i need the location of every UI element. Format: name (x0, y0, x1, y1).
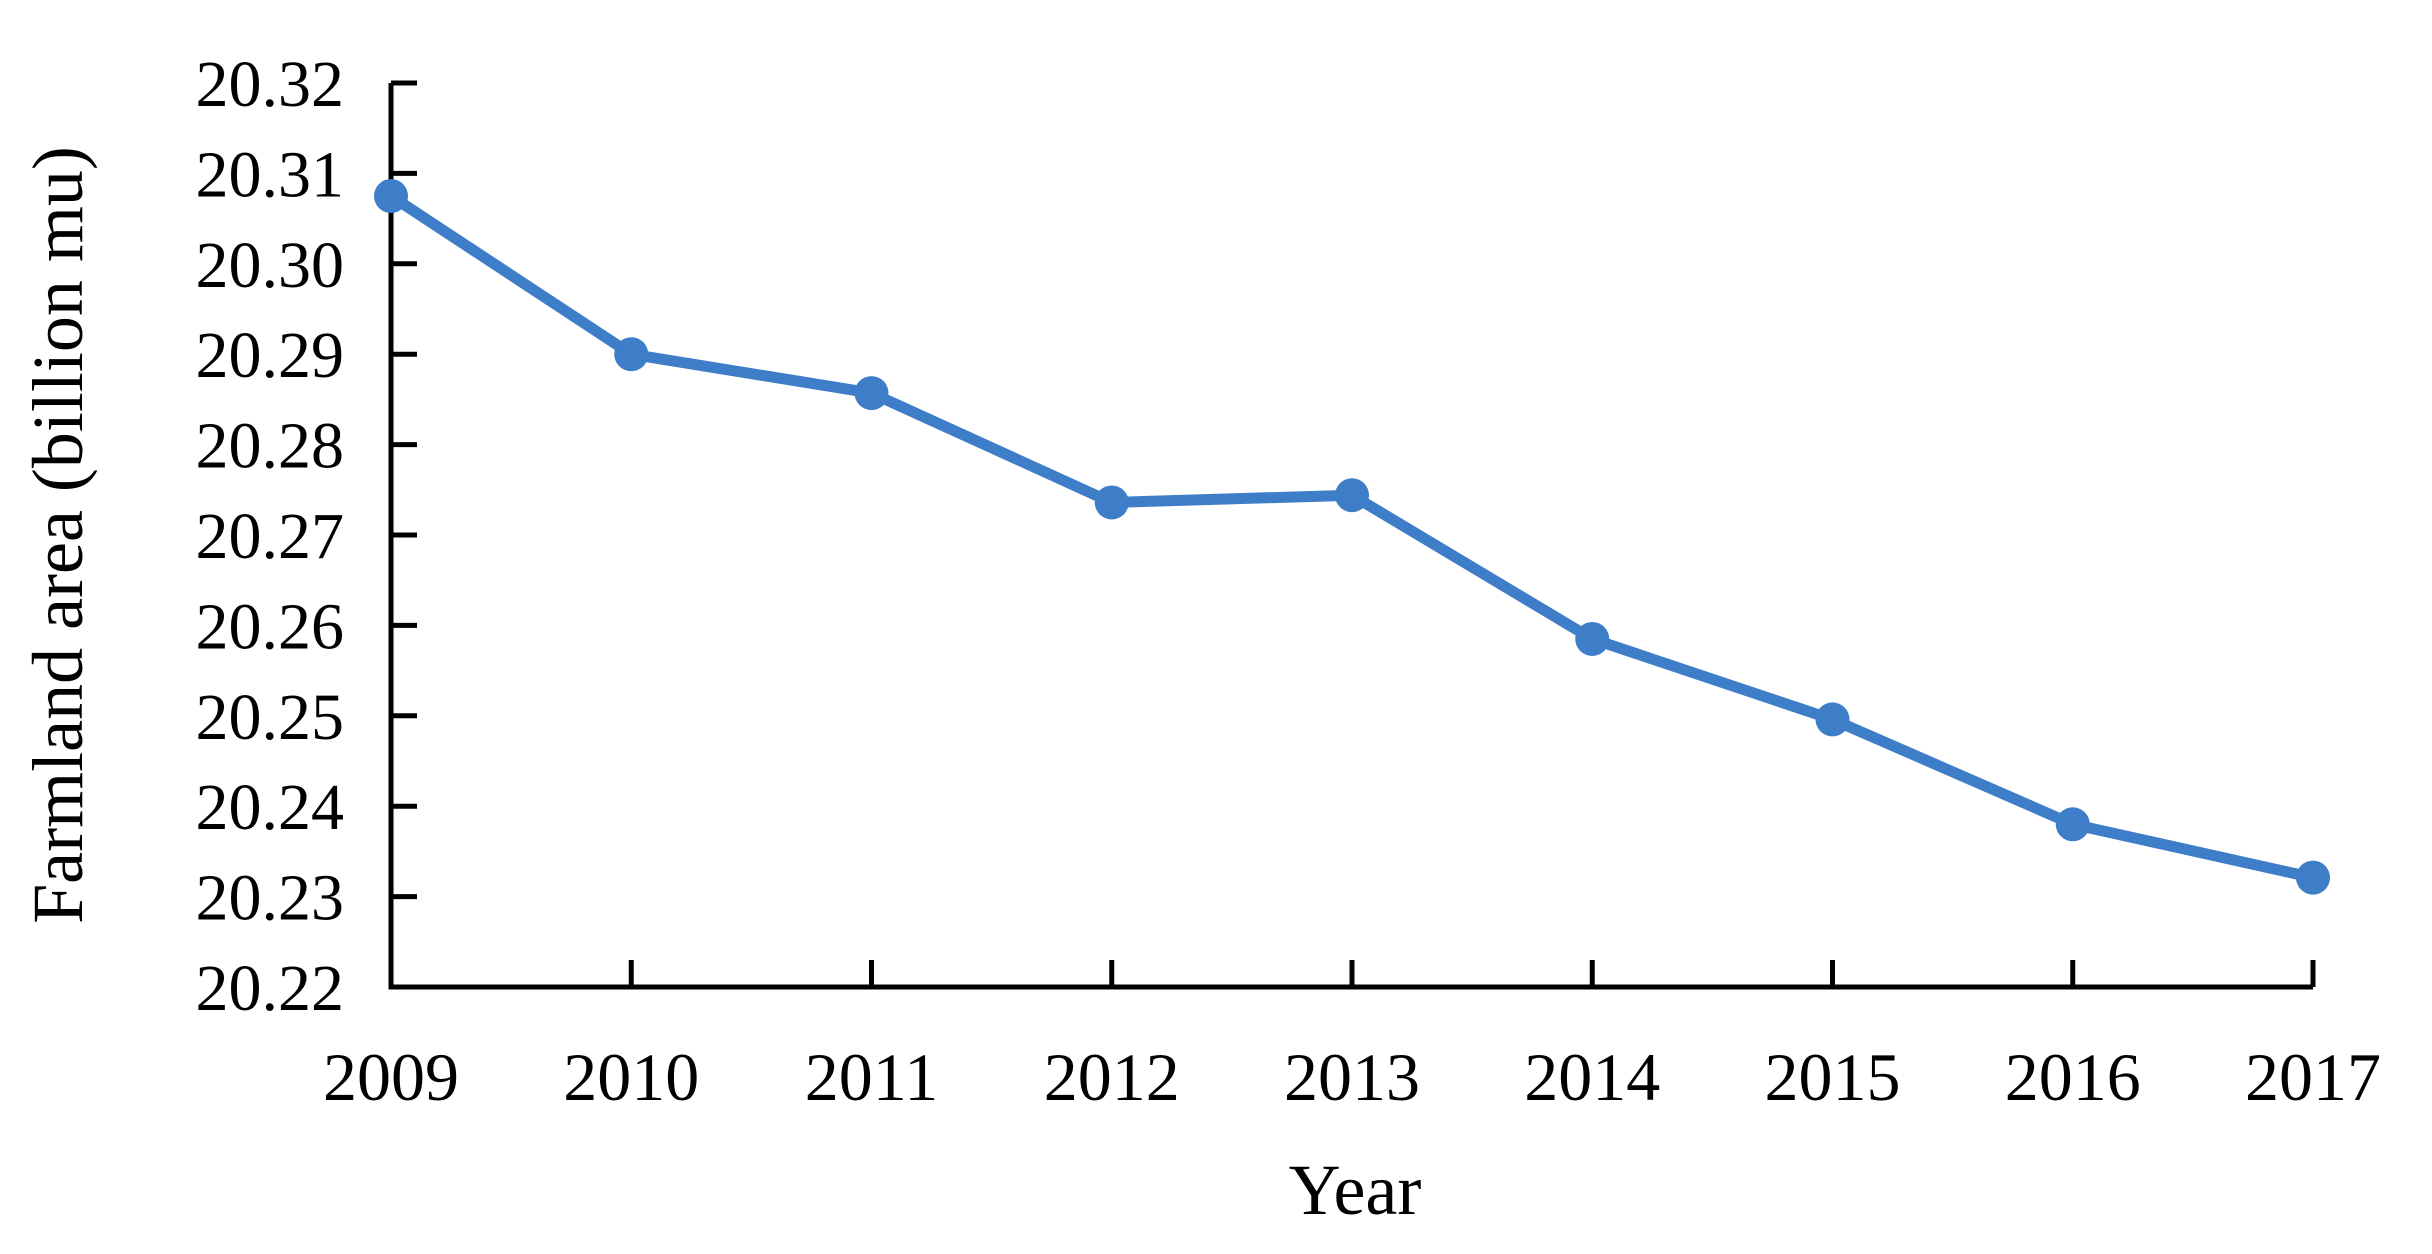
y-tick-label: 20.22 (196, 952, 345, 1025)
data-series (374, 179, 2330, 895)
x-tick-label: 2013 (1284, 1039, 1420, 1115)
data-point-2016 (2055, 807, 2090, 842)
y-tick-label: 20.30 (196, 229, 345, 302)
y-tick-label: 20.32 (196, 48, 345, 121)
data-point-2010 (614, 337, 649, 372)
axes (388, 83, 2313, 990)
axis-lines (388, 83, 2313, 990)
y-axis-title: Farmland area (billion mu) (18, 146, 98, 924)
x-tick-label: 2016 (2005, 1039, 2141, 1115)
x-tick-label: 2012 (1044, 1039, 1180, 1115)
x-tick-label: 2009 (323, 1039, 459, 1115)
y-tick-label: 20.28 (196, 410, 345, 483)
x-tick-labels: 2009 2010 2011 2012 2013 2014 2015 2016 2017 (323, 1039, 2381, 1115)
y-tick-label: 20.26 (196, 590, 345, 663)
x-axis-title: Year (1289, 1150, 1422, 1230)
data-point-2013 (1335, 478, 1369, 513)
x-tick-label: 2014 (1524, 1039, 1660, 1115)
y-tick-label: 20.29 (196, 319, 345, 392)
y-tick-label: 20.31 (196, 138, 345, 211)
y-tick-label: 20.23 (196, 862, 345, 935)
data-point-2015 (1815, 702, 1850, 737)
data-point-2012 (1094, 485, 1129, 520)
axis-ticks (391, 80, 2316, 987)
data-point-2017 (2296, 860, 2330, 895)
x-tick-label: 2017 (2245, 1039, 2381, 1115)
y-tick-labels: 20.22 20.23 20.24 20.25 20.26 20.27 20.28 20.29… (196, 48, 345, 1025)
data-point-2009 (374, 179, 408, 213)
x-tick-label: 2015 (1765, 1039, 1901, 1115)
y-tick-label: 20.27 (196, 500, 345, 573)
y-tick-label: 20.24 (196, 771, 345, 844)
x-tick-label: 2010 (563, 1039, 699, 1115)
series-line (385, 190, 2319, 884)
y-tick-label: 20.25 (196, 681, 345, 754)
x-tick-label: 2011 (805, 1039, 938, 1115)
data-point-2011 (854, 376, 889, 411)
data-point-2014 (1575, 621, 1610, 656)
